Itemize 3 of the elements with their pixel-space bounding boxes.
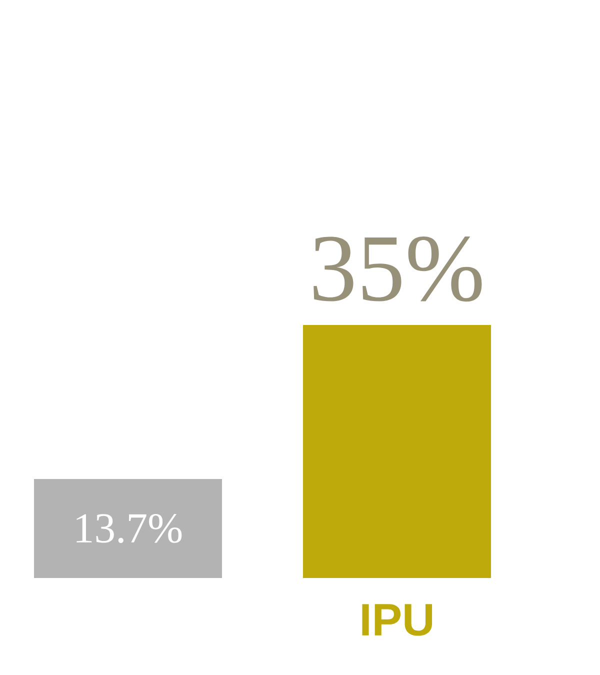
data-label: 35% [314,236,482,302]
x-tick-label: IPU [362,604,432,636]
data-label: 13.7% [76,514,182,543]
